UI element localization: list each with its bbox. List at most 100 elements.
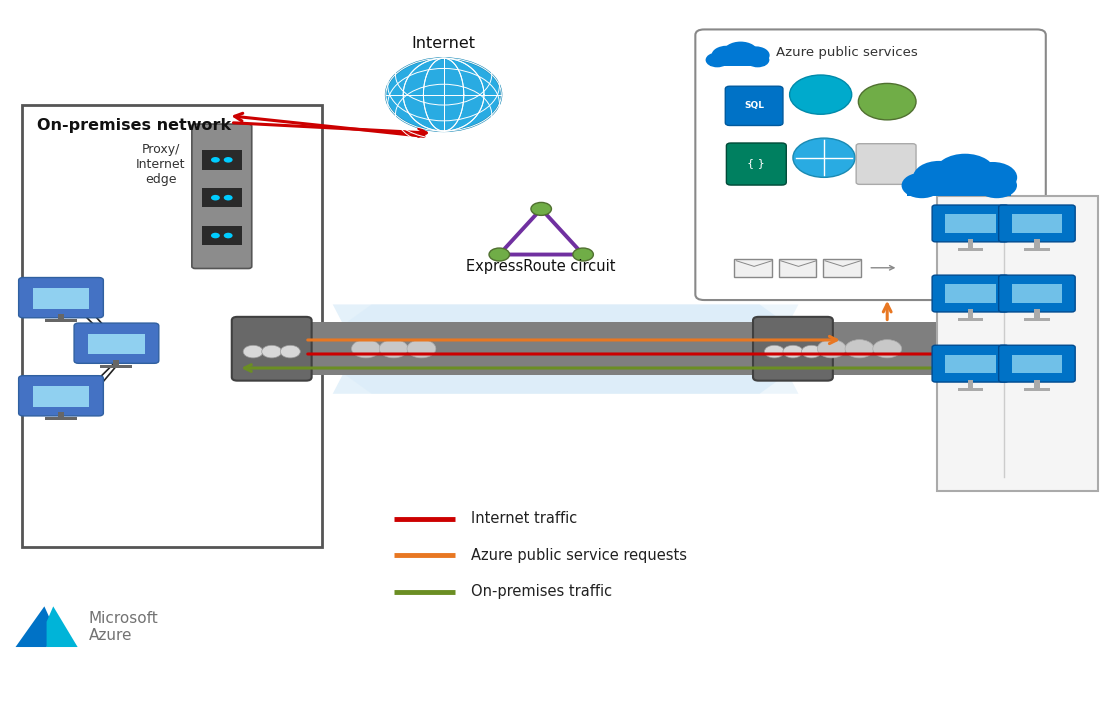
Bar (238, 322, 965, 375)
FancyBboxPatch shape (999, 275, 1076, 312)
Circle shape (793, 138, 855, 177)
Bar (1035, 379, 1039, 388)
Circle shape (211, 157, 220, 163)
Circle shape (741, 46, 770, 64)
Circle shape (262, 346, 282, 358)
Circle shape (243, 346, 263, 358)
Circle shape (712, 46, 742, 65)
Text: Azure public service requests: Azure public service requests (471, 547, 688, 563)
Bar (45, 319, 77, 322)
Text: Azure public services: Azure public services (776, 46, 918, 59)
Bar (968, 309, 973, 318)
Circle shape (902, 172, 942, 198)
Circle shape (873, 339, 902, 358)
Bar (710, 56, 765, 66)
Circle shape (386, 58, 501, 131)
Circle shape (817, 339, 846, 358)
Bar (958, 318, 983, 321)
FancyBboxPatch shape (74, 323, 159, 363)
Circle shape (783, 346, 803, 358)
Circle shape (352, 339, 380, 358)
Circle shape (224, 195, 233, 200)
Bar (1025, 318, 1049, 321)
Bar (945, 285, 996, 304)
Circle shape (913, 161, 965, 194)
Bar (1025, 388, 1049, 391)
Bar (22, 105, 322, 547)
Polygon shape (333, 304, 822, 394)
Bar (202, 150, 242, 170)
Circle shape (723, 41, 759, 64)
Circle shape (705, 53, 729, 67)
Bar (202, 188, 242, 207)
Bar (1025, 248, 1049, 251)
Circle shape (935, 154, 996, 192)
Circle shape (802, 346, 822, 358)
Text: Internet traffic: Internet traffic (471, 511, 578, 526)
Bar (1011, 215, 1062, 233)
Text: ExpressRoute circuit: ExpressRoute circuit (467, 259, 615, 274)
FancyBboxPatch shape (192, 124, 252, 268)
FancyBboxPatch shape (999, 345, 1076, 382)
FancyBboxPatch shape (232, 317, 312, 381)
Circle shape (281, 346, 301, 358)
FancyBboxPatch shape (726, 143, 786, 185)
Bar (937, 196, 1098, 491)
Bar (113, 360, 120, 365)
Text: SQL: SQL (744, 101, 764, 109)
Bar (1011, 355, 1062, 374)
FancyBboxPatch shape (856, 144, 916, 184)
Bar (58, 314, 64, 320)
Bar (1011, 285, 1062, 304)
Bar (968, 379, 973, 388)
Circle shape (977, 172, 1017, 198)
Text: Azure: Azure (89, 628, 132, 644)
Bar (33, 386, 89, 407)
Text: Microsoft: Microsoft (89, 611, 159, 627)
FancyBboxPatch shape (725, 86, 783, 125)
FancyBboxPatch shape (753, 317, 833, 381)
Bar (945, 355, 996, 374)
Circle shape (845, 339, 874, 358)
FancyBboxPatch shape (932, 205, 1009, 242)
Text: On-premises network: On-premises network (37, 118, 231, 132)
Circle shape (211, 195, 220, 200)
Bar (33, 288, 89, 308)
FancyBboxPatch shape (932, 345, 1009, 382)
FancyBboxPatch shape (932, 275, 1009, 312)
Circle shape (407, 339, 436, 358)
Bar (58, 412, 64, 418)
Circle shape (379, 339, 408, 358)
Bar (958, 248, 983, 251)
Circle shape (211, 233, 220, 238)
Circle shape (968, 162, 1017, 193)
Bar (89, 334, 144, 354)
Bar (1035, 309, 1039, 318)
FancyBboxPatch shape (695, 29, 1046, 300)
Polygon shape (309, 304, 798, 394)
Text: On-premises traffic: On-premises traffic (471, 584, 612, 599)
Bar (958, 388, 983, 391)
Text: Proxy/
Internet
edge: Proxy/ Internet edge (136, 143, 185, 186)
Circle shape (531, 203, 551, 215)
Bar (45, 417, 77, 421)
Circle shape (573, 248, 593, 261)
FancyBboxPatch shape (999, 205, 1076, 242)
Text: Internet: Internet (411, 36, 476, 51)
Bar (907, 179, 1011, 196)
Bar (101, 365, 132, 368)
Bar (968, 239, 973, 248)
Bar (779, 259, 816, 277)
Polygon shape (47, 606, 78, 647)
Circle shape (858, 83, 916, 120)
Polygon shape (16, 606, 55, 647)
Circle shape (790, 75, 852, 114)
FancyBboxPatch shape (19, 376, 103, 416)
Bar (945, 215, 996, 233)
FancyBboxPatch shape (19, 278, 103, 318)
Bar (1035, 239, 1039, 248)
Circle shape (764, 346, 784, 358)
Circle shape (224, 233, 233, 238)
Bar (202, 226, 242, 245)
Circle shape (224, 157, 233, 163)
